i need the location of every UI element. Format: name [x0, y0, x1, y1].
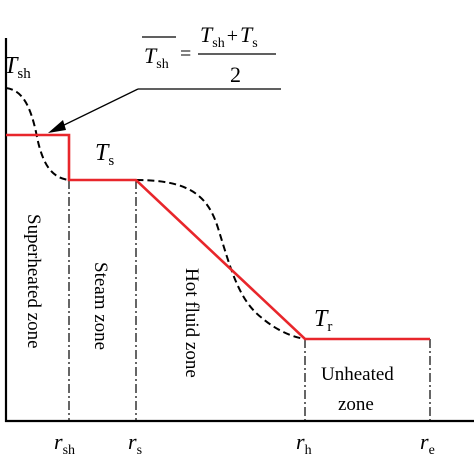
tick-r-h: rh: [296, 429, 312, 458]
red-profile-line: [6, 133, 430, 341]
formula-numerator: Tsh +Ts: [200, 22, 258, 51]
zone-unheated-line2: zone: [338, 394, 374, 415]
dashed-profile-curve: [5, 87, 306, 340]
label-t-s: Ts: [95, 140, 114, 169]
formula-denominator: 2: [230, 62, 241, 87]
formula-arrow-shaft: [57, 88, 139, 129]
zone-hot-fluid: Hot fluid zone: [181, 268, 202, 378]
tick-r-s: rs: [128, 429, 142, 458]
label-t-sh: Tsh: [4, 53, 31, 82]
zone-steam: Steam zone: [90, 262, 111, 350]
tick-r-sh: rsh: [54, 429, 75, 458]
arrow-head-icon: [48, 120, 66, 133]
zone-unheated-line1: Unheated: [321, 364, 394, 385]
formula-equals: =: [180, 43, 191, 65]
average-temperature-formula: Tsh = Tsh +Ts 2: [142, 22, 276, 87]
formula-lhs: Tsh: [144, 43, 169, 72]
label-t-r: Tr: [314, 306, 332, 335]
zone-superheated: Superheated zone: [23, 214, 44, 349]
tick-r-e: re: [420, 429, 435, 458]
